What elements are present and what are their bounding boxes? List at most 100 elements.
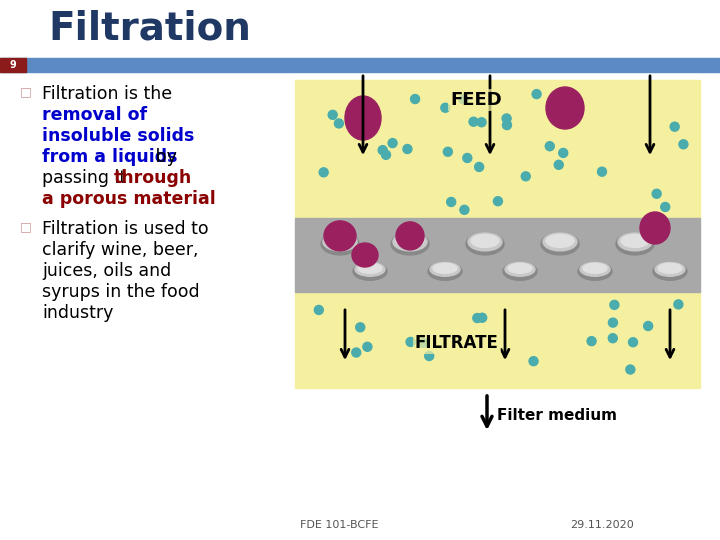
Circle shape bbox=[363, 342, 372, 352]
Ellipse shape bbox=[621, 234, 649, 247]
Circle shape bbox=[493, 197, 503, 206]
FancyArrowPatch shape bbox=[666, 310, 674, 357]
Ellipse shape bbox=[653, 262, 687, 280]
Bar bbox=[295, 80, 700, 218]
FancyArrowPatch shape bbox=[482, 396, 492, 427]
Circle shape bbox=[608, 334, 617, 343]
Circle shape bbox=[352, 348, 361, 357]
FancyArrowPatch shape bbox=[341, 310, 349, 357]
Circle shape bbox=[587, 336, 596, 346]
Bar bbox=[295, 292, 700, 388]
Circle shape bbox=[503, 120, 511, 130]
Ellipse shape bbox=[428, 262, 462, 280]
Text: a porous material: a porous material bbox=[42, 190, 216, 208]
Circle shape bbox=[410, 94, 420, 104]
Bar bbox=[0, 58, 720, 72]
Bar bbox=[0, 58, 26, 72]
Ellipse shape bbox=[658, 264, 682, 273]
Circle shape bbox=[545, 141, 554, 151]
Circle shape bbox=[378, 146, 387, 154]
Circle shape bbox=[418, 339, 428, 347]
Circle shape bbox=[473, 314, 482, 322]
Circle shape bbox=[532, 90, 541, 99]
FancyArrowPatch shape bbox=[501, 310, 509, 357]
Text: Filter medium: Filter medium bbox=[497, 408, 617, 423]
Ellipse shape bbox=[466, 233, 504, 255]
Ellipse shape bbox=[433, 264, 457, 273]
Circle shape bbox=[652, 189, 661, 198]
Ellipse shape bbox=[583, 264, 607, 273]
Text: 29.11.2020: 29.11.2020 bbox=[570, 520, 634, 530]
Circle shape bbox=[403, 145, 412, 153]
Circle shape bbox=[446, 198, 456, 206]
Circle shape bbox=[382, 150, 390, 159]
Text: by: by bbox=[150, 148, 177, 166]
Ellipse shape bbox=[655, 262, 685, 276]
Circle shape bbox=[610, 300, 619, 309]
Circle shape bbox=[629, 338, 637, 347]
Circle shape bbox=[319, 168, 328, 177]
Circle shape bbox=[670, 122, 679, 131]
Circle shape bbox=[674, 300, 683, 309]
Ellipse shape bbox=[616, 233, 654, 255]
Ellipse shape bbox=[345, 96, 381, 140]
Ellipse shape bbox=[323, 233, 357, 251]
Circle shape bbox=[406, 338, 415, 347]
Ellipse shape bbox=[471, 234, 499, 247]
Text: through: through bbox=[114, 169, 192, 187]
Circle shape bbox=[474, 163, 484, 171]
Ellipse shape bbox=[324, 221, 356, 251]
Ellipse shape bbox=[326, 234, 354, 247]
Ellipse shape bbox=[391, 233, 429, 255]
Circle shape bbox=[441, 103, 450, 112]
FancyArrowPatch shape bbox=[486, 76, 494, 152]
Circle shape bbox=[460, 205, 469, 214]
Circle shape bbox=[356, 323, 365, 332]
Circle shape bbox=[388, 139, 397, 147]
Circle shape bbox=[521, 172, 530, 181]
Circle shape bbox=[626, 365, 635, 374]
Text: FILTRATE: FILTRATE bbox=[415, 334, 499, 352]
Ellipse shape bbox=[321, 233, 359, 255]
Circle shape bbox=[328, 110, 337, 119]
Circle shape bbox=[554, 160, 563, 170]
FancyArrowPatch shape bbox=[359, 76, 367, 152]
Circle shape bbox=[334, 119, 343, 128]
FancyArrowPatch shape bbox=[646, 76, 654, 152]
Ellipse shape bbox=[618, 233, 652, 251]
Ellipse shape bbox=[580, 262, 610, 276]
Ellipse shape bbox=[503, 262, 537, 280]
Ellipse shape bbox=[352, 243, 378, 267]
Text: removal of: removal of bbox=[42, 106, 147, 124]
Ellipse shape bbox=[393, 233, 427, 251]
Circle shape bbox=[598, 167, 606, 176]
Ellipse shape bbox=[355, 262, 385, 276]
Bar bbox=[295, 218, 700, 292]
Ellipse shape bbox=[546, 234, 574, 247]
Circle shape bbox=[425, 352, 433, 361]
Text: syrups in the food: syrups in the food bbox=[42, 283, 199, 301]
Circle shape bbox=[529, 357, 538, 366]
Circle shape bbox=[644, 321, 652, 330]
Ellipse shape bbox=[468, 233, 502, 251]
Circle shape bbox=[502, 114, 511, 123]
Circle shape bbox=[463, 153, 472, 163]
Circle shape bbox=[315, 306, 323, 314]
Ellipse shape bbox=[396, 222, 424, 250]
Text: □: □ bbox=[20, 85, 32, 98]
Ellipse shape bbox=[578, 262, 612, 280]
Circle shape bbox=[661, 202, 670, 212]
Ellipse shape bbox=[546, 87, 584, 129]
Circle shape bbox=[469, 117, 478, 126]
Ellipse shape bbox=[430, 262, 460, 276]
Ellipse shape bbox=[353, 262, 387, 280]
Circle shape bbox=[559, 148, 568, 158]
Text: from a liquids: from a liquids bbox=[42, 148, 178, 166]
Circle shape bbox=[459, 95, 468, 104]
Ellipse shape bbox=[358, 264, 382, 273]
Circle shape bbox=[563, 107, 572, 117]
Circle shape bbox=[679, 140, 688, 149]
Ellipse shape bbox=[508, 264, 532, 273]
Text: FEED: FEED bbox=[450, 91, 502, 109]
Text: Filtration: Filtration bbox=[48, 10, 251, 48]
